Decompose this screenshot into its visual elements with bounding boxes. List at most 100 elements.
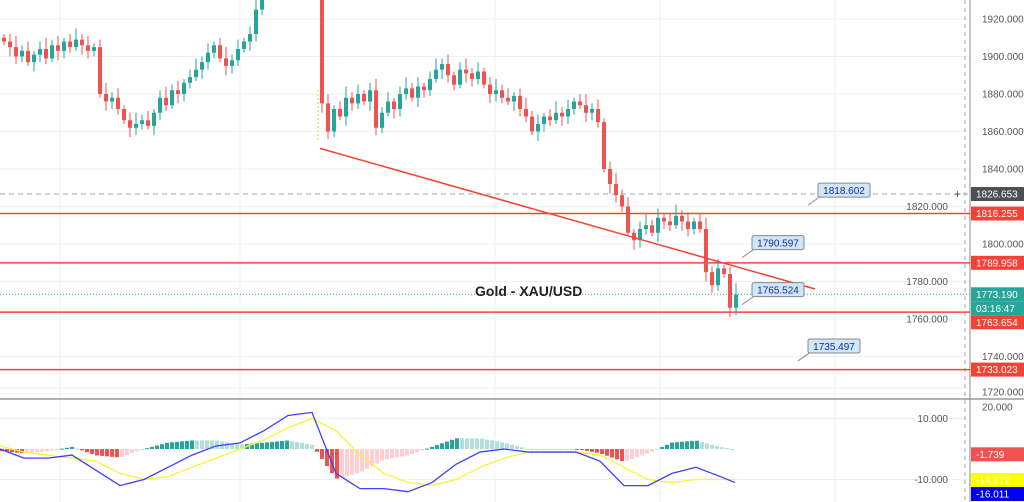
macd-histogram-bar (635, 449, 639, 458)
macd-histogram-bar (485, 439, 489, 449)
candle-down (392, 101, 396, 109)
candle-up (74, 39, 78, 48)
macd-histogram-bar (650, 449, 654, 452)
candle-down (410, 88, 414, 98)
candle-up (398, 94, 402, 109)
candle-up (416, 86, 420, 98)
candle-up (554, 112, 558, 121)
candle-up (638, 229, 642, 241)
macd-histogram-bar (300, 442, 304, 449)
candle-down (26, 50, 30, 63)
candle-up (206, 52, 210, 63)
macd-histogram-bar (640, 449, 644, 456)
macd-tick-label: 20.000 (982, 403, 1013, 414)
macd-histogram-bar (235, 444, 239, 449)
crosshair-price-tag-bg (971, 187, 1024, 202)
candle-up (20, 50, 24, 57)
macd-histogram-bar (165, 442, 169, 449)
candle-down (218, 45, 222, 59)
macd-histogram-bar (345, 449, 349, 476)
macd-histogram-bar (385, 449, 389, 460)
level-price-tag-bg (971, 255, 1024, 270)
macd-histogram-bar (230, 443, 234, 449)
macd-histogram-bar (705, 443, 709, 449)
macd-histogram-bar (315, 449, 319, 452)
candle-up (134, 124, 138, 128)
macd-histogram-bar (600, 449, 604, 454)
signal-value-tag: -14.272 (976, 476, 1010, 487)
macd-histogram-bar (125, 449, 129, 456)
candle-down (530, 116, 534, 132)
macd-histogram-bar (260, 442, 264, 449)
macd-histogram-bar (330, 449, 334, 474)
level-price-tag-bg (971, 362, 1024, 377)
macd-histogram-bar (430, 446, 434, 449)
macd-histogram-bar (250, 443, 254, 449)
macd-histogram-bar (195, 440, 199, 449)
candle-down (482, 71, 486, 85)
macd-histogram-bar (305, 443, 309, 449)
macd-histogram-bar (120, 449, 124, 457)
plus-icon[interactable]: + (954, 187, 961, 201)
level-price-tag: 1789.958 (976, 258, 1018, 269)
candle-up (260, 0, 264, 10)
macd-histogram-bar (355, 449, 359, 474)
last-price-tag: 1773.190 (976, 290, 1018, 301)
candle-up (674, 215, 678, 226)
macd-histogram-bar (490, 440, 494, 449)
macd-histogram-bar (680, 441, 684, 449)
macd-histogram-bar (545, 449, 549, 450)
macd-histogram-bar (580, 449, 584, 451)
price-tick-label: 1880.000 (982, 90, 1024, 101)
level-price-tag: 1816.255 (976, 209, 1018, 220)
candle-up (512, 95, 516, 102)
callout-box (751, 282, 805, 298)
candle-up (188, 77, 192, 83)
macd-histogram-bar (400, 449, 404, 457)
candle-up (428, 79, 432, 91)
candle-down (2, 37, 6, 42)
candle-up (380, 112, 384, 128)
candle-up (644, 225, 648, 229)
macd-histogram-bar (675, 442, 679, 449)
macd-histogram-bar (375, 449, 379, 464)
candle-up (344, 97, 348, 117)
level-price-tag-bg (971, 315, 1024, 330)
candle-down (362, 94, 366, 102)
candle-down (626, 206, 630, 233)
macd-histogram-bar (565, 449, 569, 450)
macd-histogram-bar (210, 440, 214, 449)
macd-histogram-bar (240, 444, 244, 449)
price-tick-label: 1780.000 (906, 277, 948, 288)
macd-histogram-bar (495, 441, 499, 449)
macd-histogram-bar (620, 449, 624, 462)
callout-label: 1735.497 (813, 342, 855, 353)
candle-down (614, 184, 618, 196)
candle-down (632, 232, 636, 241)
macd-histogram-bar (435, 445, 439, 449)
candle-up (590, 109, 594, 113)
candle-down (668, 221, 672, 226)
candle-down (104, 94, 108, 102)
candle-down (452, 75, 456, 85)
macd-histogram-bar (440, 443, 444, 449)
macd-tick-label: -10.000 (914, 475, 948, 486)
macd-histogram-bar (325, 449, 329, 467)
candle-up (734, 294, 738, 308)
macd-histogram-bar (350, 449, 354, 475)
candle-up (50, 45, 54, 59)
callout-label: 1818.602 (823, 186, 865, 197)
macd-histogram-bar (45, 449, 49, 452)
macd-line (0, 411, 736, 493)
macd-histogram-bar (320, 449, 324, 459)
macd-histogram-bar (25, 449, 29, 454)
candle-up (434, 69, 438, 79)
price-tick-label: 1760.000 (906, 315, 948, 326)
candle-up (692, 221, 696, 229)
macd-histogram-bar (450, 439, 454, 449)
countdown-tag-bg (971, 301, 1024, 316)
macd-histogram-bar (555, 449, 559, 450)
macd-histogram-bar (410, 449, 414, 454)
